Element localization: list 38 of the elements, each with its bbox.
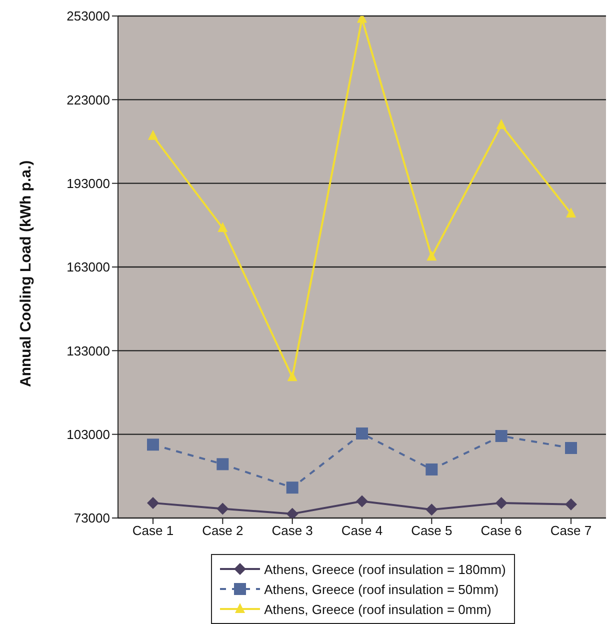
point	[565, 498, 577, 510]
point	[286, 508, 298, 518]
point	[495, 430, 508, 442]
x-tick-label: Case 5	[411, 523, 452, 538]
point	[147, 496, 159, 509]
x-tick-label: Case 3	[272, 523, 313, 538]
y-tick-label: 73000	[74, 510, 110, 526]
point	[148, 130, 158, 140]
y-tick-label: 223000	[66, 92, 110, 108]
point	[426, 250, 437, 261]
y-tick-label: 193000	[66, 176, 110, 191]
point	[147, 438, 159, 451]
x-tick-label: Case 7	[550, 523, 592, 538]
y-axis-title: Annual Cooling Load (kWh p.a.)	[17, 160, 34, 387]
legend-label: Athens, Greece (roof insulation = 180mm)	[264, 562, 506, 576]
x-tick-label: Case 6	[480, 523, 522, 538]
point	[216, 502, 229, 515]
point	[496, 119, 506, 130]
point	[356, 427, 368, 440]
legend-label: Athens, Greece (roof insulation = 0mm)	[264, 602, 492, 616]
x-tick-label: Case 2	[202, 523, 244, 538]
point	[566, 207, 576, 218]
y-tick-label: 163000	[66, 260, 110, 275]
legend-label: Athens, Greece (roof insulation = 50mm)	[264, 582, 499, 596]
point	[426, 463, 438, 476]
y-tick-label: 103000	[66, 426, 110, 442]
point	[218, 222, 228, 232]
y-tick-label: 253000	[66, 8, 110, 24]
point	[216, 458, 229, 470]
point	[356, 495, 368, 508]
x-tick-label: Case 1	[132, 523, 174, 538]
x-tick-label: Case 4	[341, 523, 383, 538]
y-tick-label: 133000	[66, 343, 110, 358]
point	[426, 504, 438, 516]
point	[495, 496, 508, 509]
point	[287, 371, 298, 382]
point	[565, 442, 577, 454]
point	[286, 482, 298, 494]
